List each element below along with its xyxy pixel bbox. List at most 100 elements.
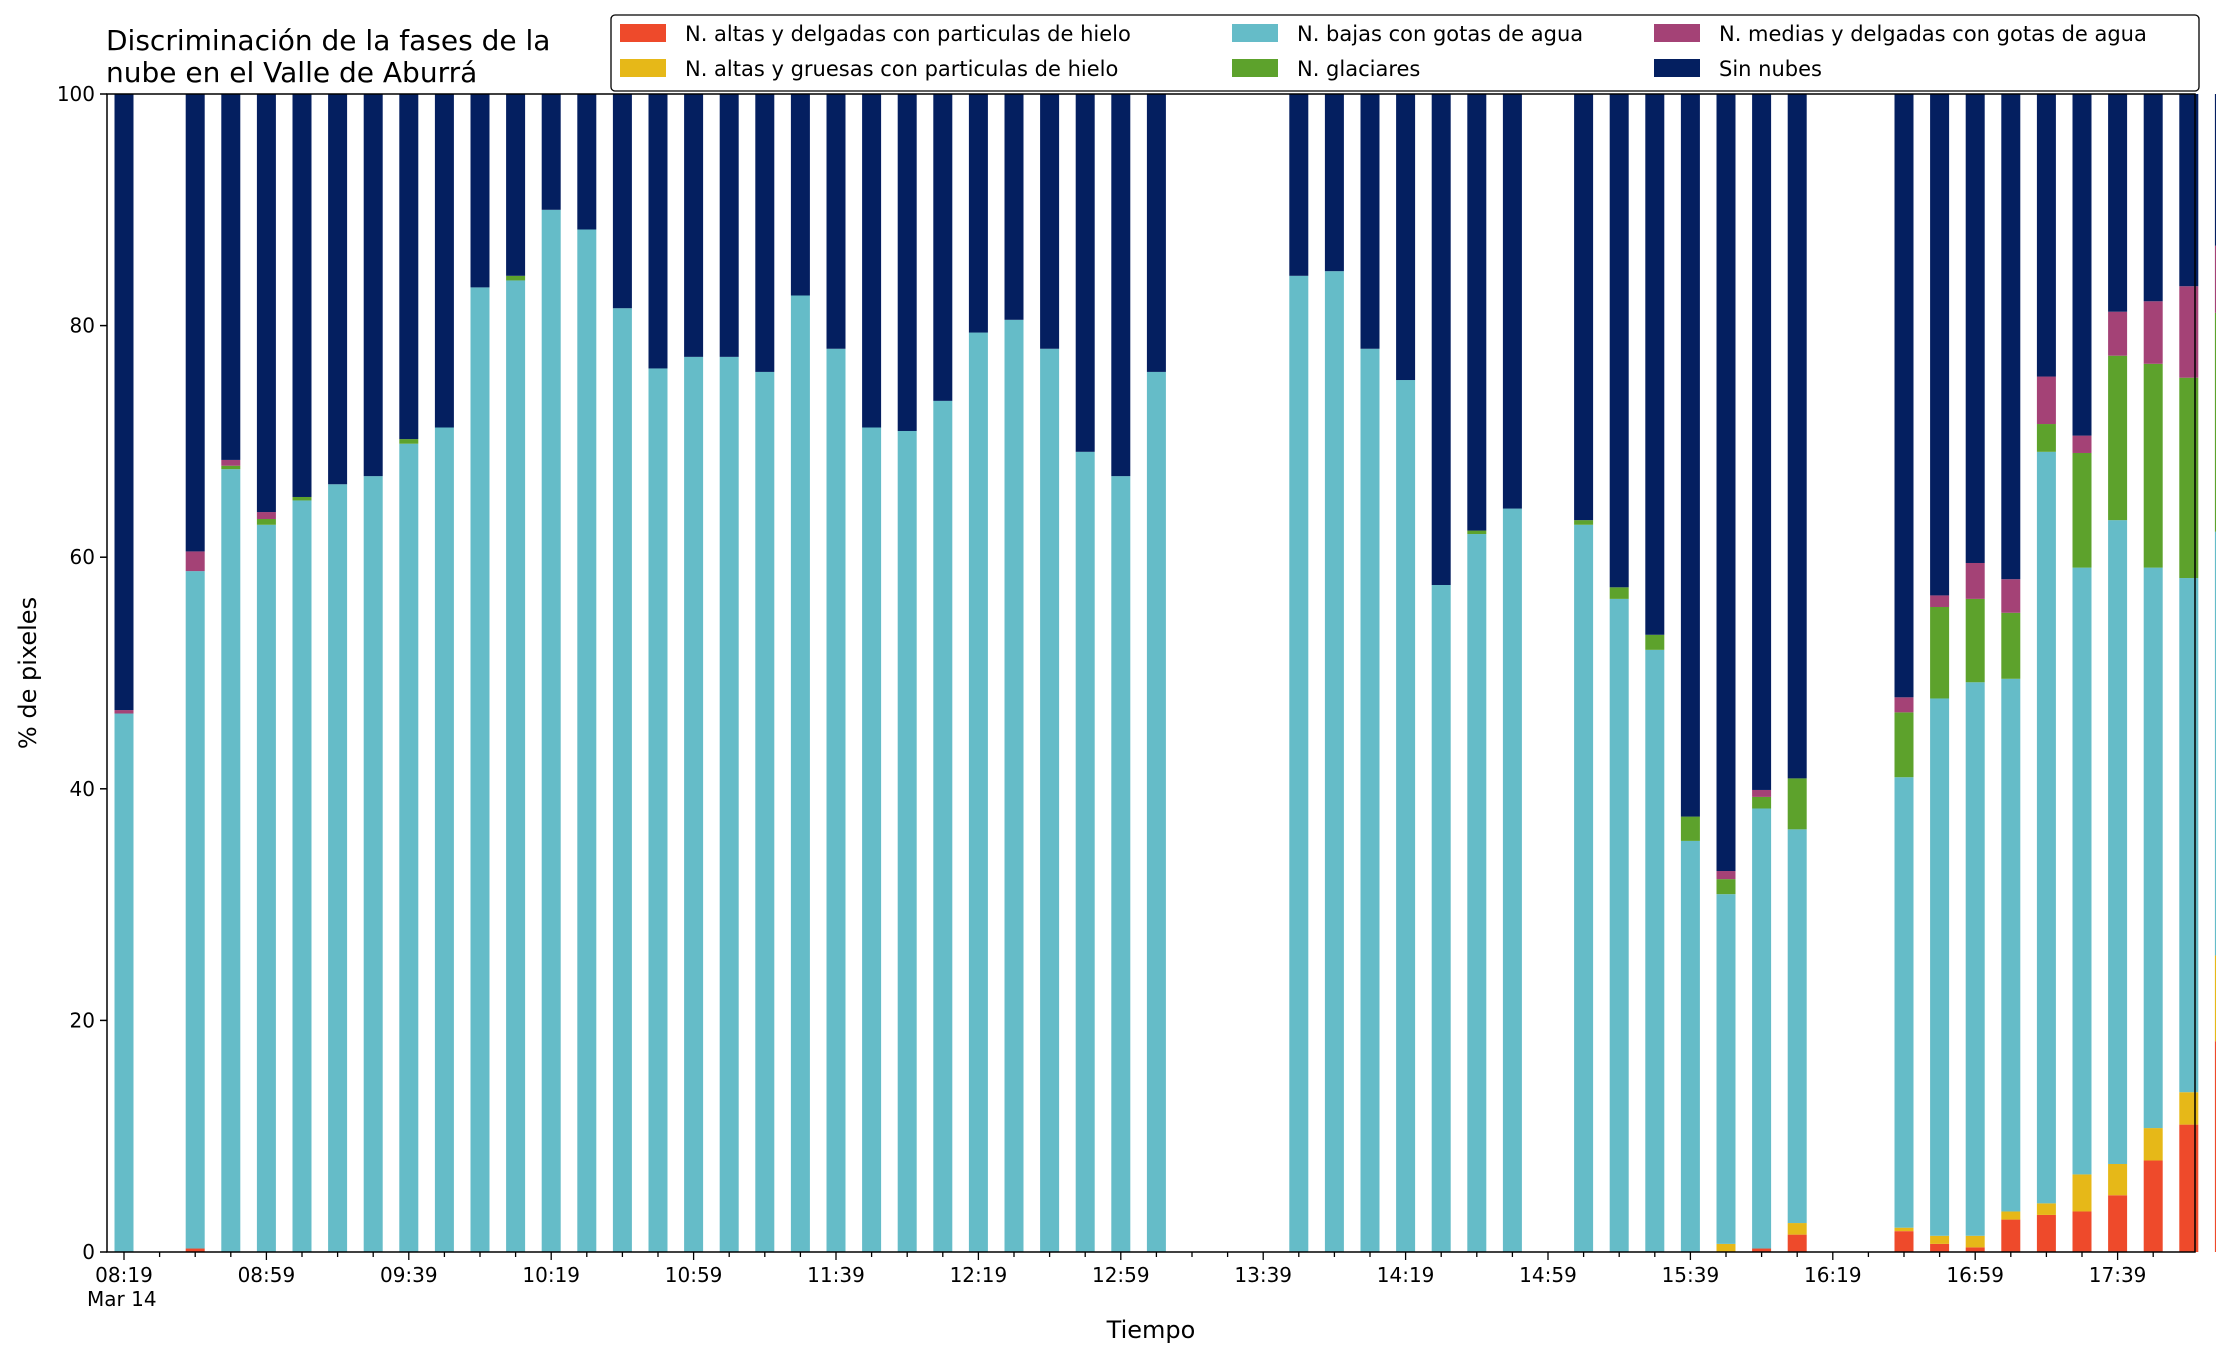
bar-segment-5 — [1396, 94, 1416, 381]
bar-segment-5 — [2179, 94, 2199, 287]
bar-segment-2 — [719, 356, 739, 1252]
bar-segment-2 — [862, 427, 882, 1252]
x-tick-label: 09:39 — [380, 1263, 438, 1287]
plot-frame — [106, 93, 2196, 1253]
bar-segment-2 — [1787, 829, 1807, 1224]
bar-segment-5 — [470, 94, 490, 288]
bar-segment-5 — [862, 94, 882, 428]
bar-segment-5 — [612, 94, 632, 309]
bar-segment-3 — [1609, 587, 1629, 599]
bar-segment-2 — [1360, 348, 1380, 1252]
bar-segment-0 — [2001, 1219, 2021, 1252]
legend-item: N. altas y delgadas con particulas de hi… — [620, 22, 1131, 46]
bar-segment-2 — [968, 332, 988, 1252]
bar-segment-5 — [1930, 94, 1950, 596]
bar-segment-1 — [1894, 1227, 1914, 1232]
bar-segment-2 — [506, 280, 526, 1252]
bar-segment-5 — [1645, 94, 1665, 635]
bar-segment-3 — [399, 439, 419, 444]
bar-segment-2 — [1111, 476, 1131, 1252]
bar-segment-2 — [363, 476, 383, 1252]
bar-segment-5 — [577, 94, 597, 230]
bar-segment-4 — [1965, 562, 1985, 599]
x-axis-label: Tiempo — [1106, 1316, 1196, 1344]
bar-segment-3 — [292, 496, 312, 501]
bar-segment-5 — [399, 94, 419, 440]
bar-segment-2 — [1324, 271, 1344, 1252]
bar-segment-2 — [185, 571, 205, 1249]
bar-segment-2 — [1146, 371, 1166, 1252]
bar-segment-5 — [185, 94, 205, 552]
bar-segment-0 — [2179, 1124, 2199, 1252]
bar-segment-4 — [185, 551, 205, 572]
x-tick-label: 13:39 — [1234, 1263, 1292, 1287]
bar-segment-5 — [1752, 94, 1772, 790]
bar-segment-4 — [221, 459, 241, 466]
legend-swatch — [1232, 24, 1278, 42]
bar-segment-4 — [1894, 697, 1914, 713]
bar-segment-2 — [933, 400, 953, 1252]
bar-segment-3 — [2036, 424, 2056, 452]
bar-segment-0 — [1965, 1247, 1985, 1252]
bar-segment-2 — [1289, 275, 1309, 1252]
x-tick-label: 16:59 — [1946, 1263, 2004, 1287]
bar-segment-2 — [1894, 777, 1914, 1228]
bar-segment-5 — [1075, 94, 1095, 452]
legend-swatch — [1654, 59, 1700, 77]
legend-item: N. glaciares — [1232, 57, 1420, 81]
legend-label: N. medias y delgadas con gotas de agua — [1719, 22, 2147, 46]
bar-segment-0 — [2214, 1041, 2216, 1252]
bar-segment-4 — [2143, 301, 2163, 364]
bar-segment-5 — [292, 94, 312, 497]
bar-segment-4 — [1752, 789, 1772, 797]
bar-segment-4 — [1930, 595, 1950, 607]
bar-segment-3 — [1680, 816, 1700, 841]
bar-segment-5 — [1680, 94, 1700, 817]
bar-segment-5 — [1894, 94, 1914, 698]
bar-segment-4 — [1716, 871, 1736, 880]
bar-segment-3 — [2072, 452, 2092, 568]
bar-segment-5 — [1289, 94, 1309, 276]
legend-item: N. bajas con gotas de agua — [1232, 22, 1583, 46]
bar-segment-1 — [2179, 1092, 2199, 1125]
legend-swatch — [620, 59, 666, 77]
x-tick-label: 16:19 — [1804, 1263, 1862, 1287]
legend-label: N. altas y delgadas con particulas de hi… — [685, 22, 1131, 46]
bar-segment-3 — [1752, 796, 1772, 809]
bar-segment-2 — [1075, 451, 1095, 1252]
bar-segment-1 — [1787, 1223, 1807, 1235]
bar-segment-2 — [1965, 682, 1985, 1236]
bar-segment-3 — [1894, 712, 1914, 778]
bar-segment-2 — [2143, 567, 2163, 1129]
legend-box — [610, 14, 2200, 92]
bar-segment-4 — [114, 710, 134, 714]
y-tick-label: 20 — [70, 1008, 95, 1032]
bar-segment-5 — [2214, 94, 2216, 246]
bar-segment-5 — [790, 94, 810, 296]
y-tick-label: 40 — [70, 777, 95, 801]
bar-segment-2 — [826, 348, 846, 1252]
bar-segment-1 — [2143, 1128, 2163, 1161]
y-ticks-layer: 0 20 40 60 80 100 — [57, 82, 107, 1264]
bar-segment-3 — [256, 518, 276, 525]
bar-segment-5 — [2143, 94, 2163, 302]
bar-segment-5 — [755, 94, 775, 372]
bar-segment-3 — [1645, 634, 1665, 650]
bar-segment-2 — [1467, 534, 1487, 1252]
bar-segment-5 — [363, 94, 383, 477]
bar-segment-3 — [2143, 363, 2163, 568]
bar-segment-2 — [1396, 380, 1416, 1252]
bar-segment-4 — [2072, 435, 2092, 453]
bar-segment-5 — [1716, 94, 1736, 872]
bar-segment-3 — [1574, 520, 1594, 525]
bars-layer — [114, 94, 2216, 1253]
bar-segment-2 — [1004, 319, 1024, 1252]
bar-segment-2 — [612, 308, 632, 1253]
y-tick-label: 0 — [82, 1240, 95, 1264]
chart-title-line: nube en el Valle de Aburrá — [106, 56, 477, 89]
bar-segment-1 — [2036, 1203, 2056, 1215]
bar-segment-4 — [256, 512, 276, 519]
bar-segment-5 — [1965, 94, 1985, 563]
